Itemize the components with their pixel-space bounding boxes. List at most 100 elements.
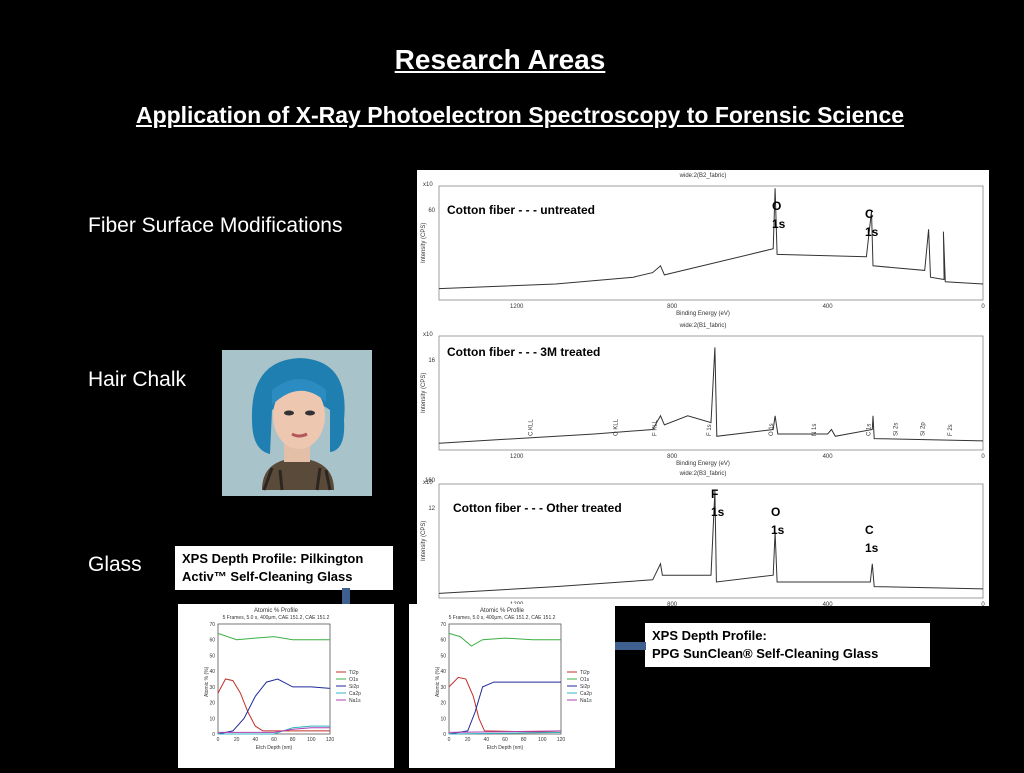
spectrum-xtick: 1200 xyxy=(510,454,524,460)
profile-xlabel: Etch Depth (nm) xyxy=(487,745,524,751)
peak-label-small: O KLL xyxy=(614,418,620,436)
peak-label-small: Si 2p xyxy=(921,422,927,436)
spectrum-frame xyxy=(438,335,984,451)
spectrum-ylabel: Intensity (CPS) xyxy=(421,223,427,263)
spectrum-trace xyxy=(438,188,984,290)
spectrum-xtick: 800 xyxy=(667,454,678,460)
legend-label: Ca2p xyxy=(349,691,361,697)
peak-label-orbital: 1s xyxy=(772,217,786,231)
profile-ylabel: Atomic % (%) xyxy=(204,666,210,697)
profile-ytick: 50 xyxy=(440,653,446,659)
spectrum-ylabel: Intensity (CPS) xyxy=(421,521,427,561)
profile-line-o xyxy=(217,632,330,641)
profile-xtick: 120 xyxy=(557,737,566,743)
profile-line-na xyxy=(448,730,562,733)
profile-xtick: 40 xyxy=(484,737,490,743)
profile-line-na xyxy=(218,727,330,733)
profile-ytick: 10 xyxy=(440,716,446,722)
peak-label-element: C xyxy=(865,207,874,221)
peak-label-element: C xyxy=(865,523,874,537)
spectrum-xtick: 1200 xyxy=(510,304,524,310)
profile-xtick: 80 xyxy=(521,737,527,743)
profile-xtick: 100 xyxy=(538,737,547,743)
peak-label-small: C KLL xyxy=(528,419,534,436)
profile-ytick: 0 xyxy=(212,732,215,738)
profile-xtick: 120 xyxy=(326,737,335,743)
peak-label-small: F 1s xyxy=(707,424,713,436)
peak-label-small: Si 2s xyxy=(894,423,900,436)
pilkington-callout-line2: Activ™ Self-Cleaning Glass xyxy=(182,569,353,584)
peak-label-small: O 1s xyxy=(769,423,775,436)
profile-xtick: 60 xyxy=(502,737,508,743)
hair-chalk-label: Hair Chalk xyxy=(88,368,187,391)
spectrum-exponent: x10 xyxy=(423,480,433,486)
legend-label: Si2p xyxy=(349,684,359,690)
profile-ytick: 40 xyxy=(440,669,446,675)
spectrum-exponent: x10 xyxy=(423,182,433,188)
profile-xtick: 0 xyxy=(217,737,220,743)
spectrum-ytick: 12 xyxy=(428,506,435,512)
peak-label-element: F xyxy=(711,487,718,501)
spectrum-ylabel: Intensity (CPS) xyxy=(421,373,427,413)
spectrum-ytick: 60 xyxy=(428,208,435,214)
profile-background xyxy=(409,604,615,768)
profile-ytick: 60 xyxy=(440,638,446,644)
peak-label-orbital: 1s xyxy=(711,505,725,519)
spectrum-xlabel: Binding Energy (eV) xyxy=(676,461,730,467)
peak-label-small: F 2s xyxy=(948,424,954,436)
peak-label-small: F KLL xyxy=(653,419,659,436)
spectrum-trace xyxy=(438,490,984,594)
profile-ytick: 40 xyxy=(209,669,215,675)
spectrum-frame xyxy=(438,483,984,599)
profile-xtick: 60 xyxy=(271,737,277,743)
spectrum-frame xyxy=(438,185,984,301)
legend-label: Na1s xyxy=(580,698,592,704)
profile-xtick: 20 xyxy=(465,737,471,743)
profile-line-si xyxy=(217,678,331,735)
profile-ytick: 30 xyxy=(209,685,215,691)
profile-title: Atomic % Profile xyxy=(480,608,525,614)
spectrum-xtick: 400 xyxy=(823,602,834,606)
spectrum-annotation: Cotton fiber - - - 3M treated xyxy=(447,345,600,359)
spectrum-annotation: Cotton fiber - - - untreated xyxy=(447,203,595,217)
spectrum-xtick: 0 xyxy=(981,304,985,310)
slide-title: Research Areas xyxy=(394,44,606,75)
profile-subtitle: 5 Frames, 5.0 s, 400μm, CAE 151.2, CAE 1… xyxy=(449,615,556,621)
spectrum-xtick: 800 xyxy=(667,304,678,310)
profile-title: Atomic % Profile xyxy=(254,608,299,614)
pilkington-callout-line1: XPS Depth Profile: Pilkington xyxy=(182,551,364,566)
profile-ytick: 10 xyxy=(209,716,215,722)
profile-background xyxy=(178,604,394,768)
ppg-callout-line1: XPS Depth Profile: xyxy=(652,628,767,643)
peak-label-orbital: 1s xyxy=(865,225,879,239)
legend-label: Ti2p xyxy=(349,670,359,676)
spectrum-ytick: 16 xyxy=(428,358,435,364)
profile-ytick: 70 xyxy=(440,622,446,628)
spectrum-exponent: x10 xyxy=(423,332,433,338)
profile-ylabel: Atomic % (%) xyxy=(435,666,441,697)
legend-label: O1s xyxy=(580,677,590,683)
profile-line-ti xyxy=(217,678,330,732)
spectrum-annotation: Cotton fiber - - - Other treated xyxy=(453,501,622,515)
peak-label-orbital: 1s xyxy=(771,523,785,537)
spectrum-xtick: 0 xyxy=(981,602,985,606)
spectrum-xtick: 800 xyxy=(667,602,678,606)
profile-ytick: 30 xyxy=(440,685,446,691)
legend-label: O1s xyxy=(349,677,359,683)
spectrum-trace xyxy=(438,347,984,444)
profile-subtitle: 5 Frames, 5.0 s, 400μm, CAE 151.2, CAE 1… xyxy=(223,615,330,621)
profile-frame xyxy=(448,623,562,735)
spectrum-ytick-top: 160 xyxy=(425,478,436,484)
legend-label: Si2p xyxy=(580,684,590,690)
peak-label-orbital: 1s xyxy=(865,541,879,555)
ppg-callout: XPS Depth Profile: PPG SunClean® Self-Cl… xyxy=(645,623,930,667)
profile-line-o xyxy=(448,632,561,647)
profile-ytick: 70 xyxy=(209,622,215,628)
profile-line-ca xyxy=(448,731,562,735)
spectrum-xlabel: Binding Energy (eV) xyxy=(676,311,730,317)
spectrum-xtick: 400 xyxy=(823,454,834,460)
profile-line-ca xyxy=(218,725,330,735)
spectrum-xtick: 400 xyxy=(823,304,834,310)
ppg-callout-line2: PPG SunClean® Self-Cleaning Glass xyxy=(652,646,879,661)
depth-profile-ppg: Atomic % Profile 5 Frames, 5.0 s, 400μm, … xyxy=(409,604,615,768)
